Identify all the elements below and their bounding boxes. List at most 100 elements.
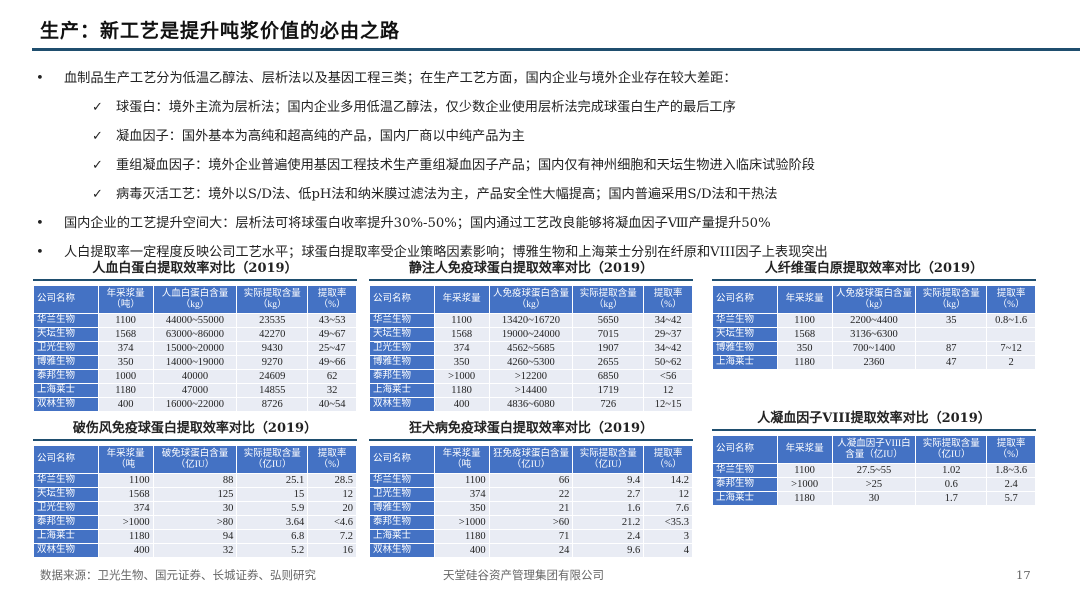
table-row: 华兰生物 1100 27.5~55 1.02 1.8~3.6	[713, 464, 1035, 477]
column-header: 年采浆量（吨）	[98, 286, 153, 313]
bullet-dot-icon: •	[36, 71, 44, 86]
company-cell: 双林生物	[34, 544, 98, 557]
value-cell: >1000	[777, 478, 832, 491]
table-row: 泰邦生物 >1000 >12200 6850 <56	[370, 370, 692, 383]
data-table: 公司名称 年采浆量 人凝血因子VIII白含量（亿IU） 实际提取含量（亿IU） 提取率（…	[712, 435, 1036, 506]
value-cell: 5.2	[237, 544, 308, 557]
table-title-divider	[369, 279, 693, 281]
table-row: 华兰生物 1100 2200~4400 35 0.8~1.6	[713, 314, 1035, 327]
value-cell: 2360	[832, 356, 916, 369]
table-row: 上海莱士 1180 71 2.4 3	[370, 530, 692, 543]
value-cell: 1.6	[573, 502, 644, 515]
value-cell: 35	[916, 314, 987, 327]
value-cell	[916, 328, 987, 341]
table-row: 泰邦生物 >1000 >60 21.2 <35.3	[370, 516, 692, 529]
value-cell: 6.8	[237, 530, 308, 543]
table-row: 华兰生物 1100 44000~55000 23535 43~53	[34, 314, 356, 327]
company-cell: 上海莱士	[713, 356, 777, 369]
table-title-divider	[712, 279, 1036, 281]
table-row: 卫光生物 374 30 5.9 20	[34, 502, 356, 515]
table-title: 人血白蛋白提取效率对比（2019）	[92, 261, 298, 276]
value-cell: 1100	[777, 314, 832, 327]
value-cell: 1100	[434, 314, 489, 327]
company-cell: 泰邦生物	[370, 370, 434, 383]
value-cell: 14.2	[644, 474, 692, 487]
table-row: 卫光生物 374 4562~5685 1907 34~42	[370, 342, 692, 355]
value-cell: 25~47	[308, 342, 356, 355]
value-cell: <56	[644, 370, 692, 383]
table-header-row: 公司名称 年采浆量（吨） 人血白蛋白含量（kg） 实际提取含量（kg） 提取率（%）	[34, 286, 356, 313]
company-cell: 华兰生物	[713, 314, 777, 327]
table-row: 华兰生物 1100 13420~16720 5650 34~42	[370, 314, 692, 327]
bullet-item: ✓ 病毒灭活工艺：境外以S/D法、低pH法和纳米膜过滤法为主，产品安全性大幅提高；…	[36, 184, 1076, 213]
company-cell: 泰邦生物	[34, 516, 98, 529]
value-cell: 374	[434, 342, 489, 355]
value-cell: 47	[916, 356, 987, 369]
column-header: 公司名称	[713, 436, 777, 463]
company-cell: 华兰生物	[370, 474, 434, 487]
value-cell: 12	[644, 488, 692, 501]
value-cell: 350	[777, 342, 832, 355]
page-title: 生产：新工艺是提升吨浆价值的必由之路	[40, 20, 401, 42]
table-row: 上海莱士 1180 >14400 1719 12	[370, 384, 692, 397]
table-header-row: 公司名称 年采浆量（吨 破免球蛋白含量（亿IU） 实际提取含量（亿IU） 提取率（%）	[34, 446, 356, 473]
column-header: 提取率（%）	[987, 436, 1035, 463]
table-title: 人凝血因子VIII提取效率对比（2019）	[757, 411, 991, 426]
value-cell: 2.7	[573, 488, 644, 501]
albumin-table-block: 人血白蛋白提取效率对比（2019） 公司名称 年采浆量（吨） 人血白蛋白含量（kg）实…	[33, 260, 357, 412]
value-cell: 32	[153, 544, 237, 557]
value-cell: 3	[644, 530, 692, 543]
table-title: 狂犬病免疫球蛋白提取效率对比（2019）	[408, 421, 654, 436]
company-cell: 博雅生物	[370, 356, 434, 369]
company-cell: 泰邦生物	[34, 370, 98, 383]
value-cell: 350	[434, 356, 489, 369]
bullet-dot-icon: •	[36, 245, 44, 260]
table-header-row: 公司名称 年采浆量 人免疫球蛋白含量（kg） 实际提取含量（kg） 提取率（%）	[713, 286, 1035, 313]
value-cell: 9.6	[573, 544, 644, 557]
value-cell: 34~42	[644, 314, 692, 327]
table-row: 上海莱士 1180 30 1.7 5.7	[713, 492, 1035, 505]
value-cell: >12200	[489, 370, 573, 383]
value-cell: 9.4	[573, 474, 644, 487]
value-cell: 71	[489, 530, 573, 543]
value-cell: 1100	[98, 474, 153, 487]
value-cell: 88	[153, 474, 237, 487]
value-cell: 28.5	[308, 474, 356, 487]
bullet-list: • 血制品生产工艺分为低温乙醇法、层析法以及基因工程三类；在生产工艺方面，国内企业…	[36, 68, 1076, 271]
value-cell: 1100	[98, 314, 153, 327]
value-cell: 0.6	[916, 478, 987, 491]
column-header: 实际提取含量（kg）	[916, 286, 987, 313]
table-row: 卫光生物 374 22 2.7 12	[370, 488, 692, 501]
value-cell: 125	[153, 488, 237, 501]
value-cell: 44000~55000	[153, 314, 237, 327]
column-header: 年采浆量（吨	[434, 446, 489, 473]
value-cell: 40000	[153, 370, 237, 383]
value-cell: 16	[308, 544, 356, 557]
data-table: 公司名称 年采浆量 人免疫球蛋白含量（kg） 实际提取含量（kg） 提取率（%） 华兰生物…	[712, 285, 1036, 370]
column-header: 破免球蛋白含量（亿IU）	[153, 446, 237, 473]
bullet-text: 球蛋白：境外主流为层析法；国内企业多用低温乙醇法，仅少数企业使用层析法完成球蛋白…	[116, 100, 736, 115]
factor-viii-table-block: 人凝血因子VIII提取效率对比（2019） 公司名称 年采浆量 人凝血因子VIII白含…	[712, 410, 1036, 506]
tetanus-table-block: 破伤风免疫球蛋白提取效率对比（2019） 公司名称 年采浆量（吨 破免球蛋白含量（亿I…	[33, 420, 357, 558]
bullet-text: 血制品生产工艺分为低温乙醇法、层析法以及基因工程三类；在生产工艺方面，国内企业与…	[64, 71, 737, 86]
table-row: 上海莱士 1180 47000 14855 32	[34, 384, 356, 397]
value-cell: >14400	[489, 384, 573, 397]
table-title-divider	[712, 429, 1036, 431]
value-cell: 1180	[777, 492, 832, 505]
value-cell: 1000	[98, 370, 153, 383]
title-divider	[32, 48, 1080, 51]
value-cell: 1.7	[916, 492, 987, 505]
value-cell: 15	[237, 488, 308, 501]
table-title-divider	[33, 439, 357, 441]
ivig-table-block: 静注人免疫球蛋白提取效率对比（2019） 公司名称 年采浆量 人免疫球蛋白含量（kg）…	[369, 260, 693, 412]
column-header: 公司名称	[370, 446, 434, 473]
bullet-text: 人白提取率一定程度反映公司工艺水平；球蛋白提取率受企业策略因素影响；博雅生物和上…	[64, 245, 828, 260]
value-cell	[987, 328, 1035, 341]
value-cell: 1180	[98, 384, 153, 397]
value-cell: 21.2	[573, 516, 644, 529]
value-cell: >80	[153, 516, 237, 529]
value-cell: 87	[916, 342, 987, 355]
value-cell: 7015	[573, 328, 644, 341]
company-cell: 双林生物	[370, 398, 434, 411]
table-title-divider	[33, 279, 357, 281]
